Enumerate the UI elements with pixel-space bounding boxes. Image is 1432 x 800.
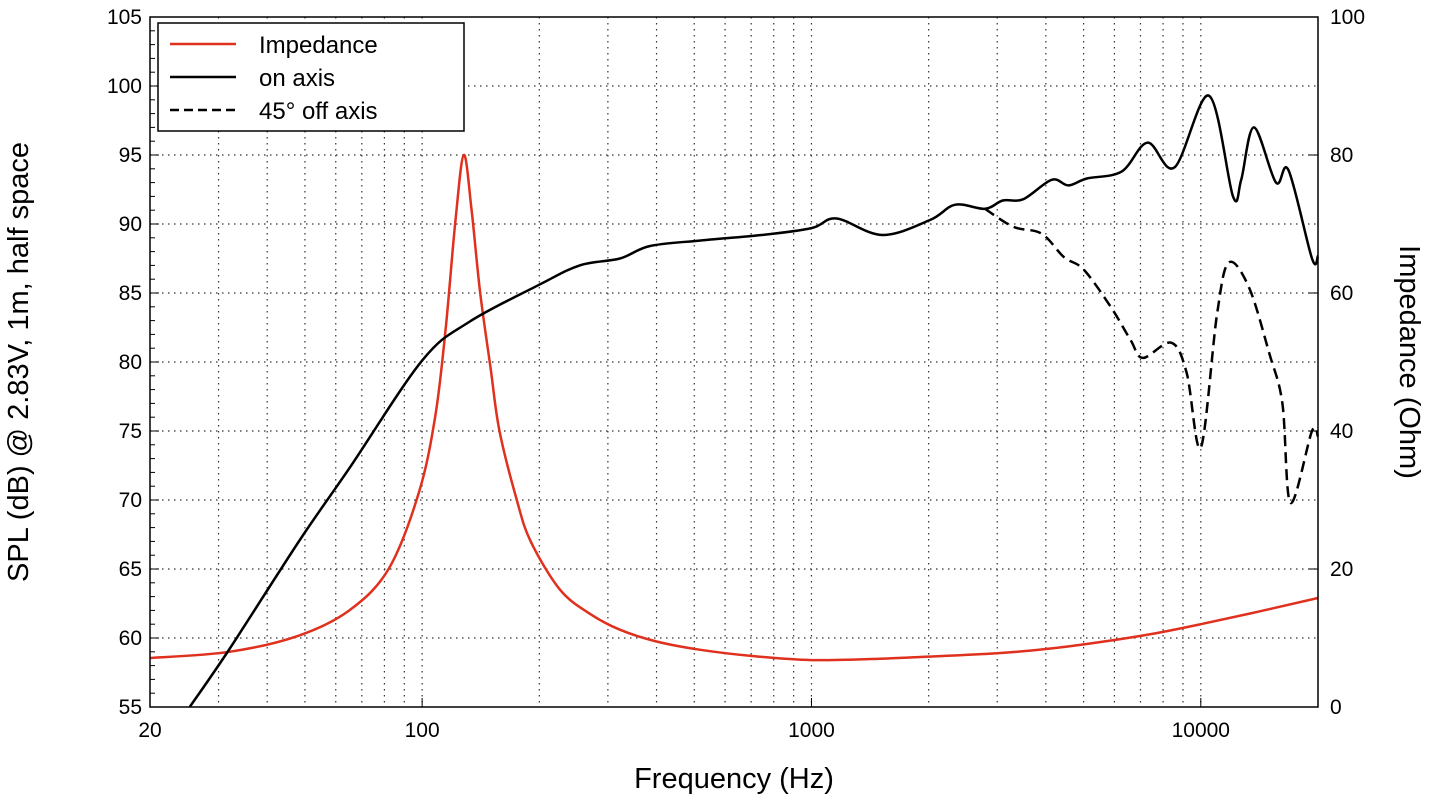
y-tick-label: 105 (107, 6, 142, 29)
y-tick-label: 75 (119, 420, 142, 443)
y2-axis-label: Impedance (Ohm) (1393, 245, 1425, 479)
legend-label-on-axis: on axis (259, 65, 335, 92)
y2-tick-label: 20 (1330, 558, 1353, 581)
x-tick-label: 20 (138, 719, 161, 742)
legend: Impedance on axis 45° off axis (157, 22, 465, 132)
y-tick-label: 95 (119, 144, 142, 167)
on-axis-curve (188, 94, 1320, 708)
y2-tick-label: 60 (1330, 282, 1353, 305)
y2-tick-label: 0 (1330, 696, 1342, 719)
y-tick-label: 80 (119, 351, 142, 374)
series-lines (149, 94, 1320, 708)
y2-tick-label: 40 (1330, 420, 1353, 443)
y2-tick-label: 80 (1330, 144, 1353, 167)
x-tick-label: 1000 (788, 719, 835, 742)
axis-ticks: 55 60 65 70 75 80 85 90 95 100 105 0 20 40 60 80 100 20 10… (107, 6, 1365, 742)
y-tick-label: 85 (119, 282, 142, 305)
impedance-curve (149, 153, 1319, 662)
y2-tick-label: 100 (1330, 6, 1365, 29)
x-tick-label: 100 (405, 719, 440, 742)
legend-label-off-axis: 45° off axis (259, 98, 378, 125)
y-tick-label: 55 (119, 696, 142, 719)
x-tick-label: 10000 (1172, 719, 1230, 742)
y-tick-label: 100 (107, 75, 142, 98)
y-tick-label: 70 (119, 489, 142, 512)
y-tick-label: 60 (119, 627, 142, 650)
legend-label-impedance: Impedance (259, 32, 378, 59)
y-tick-label: 90 (119, 213, 142, 236)
x-axis-label: Frequency (Hz) (634, 763, 834, 795)
y-axis-label: SPL (dB) @ 2.83V, 1m, half space (3, 142, 35, 582)
off-axis-curve (984, 207, 1320, 505)
y-tick-label: 65 (119, 558, 142, 581)
